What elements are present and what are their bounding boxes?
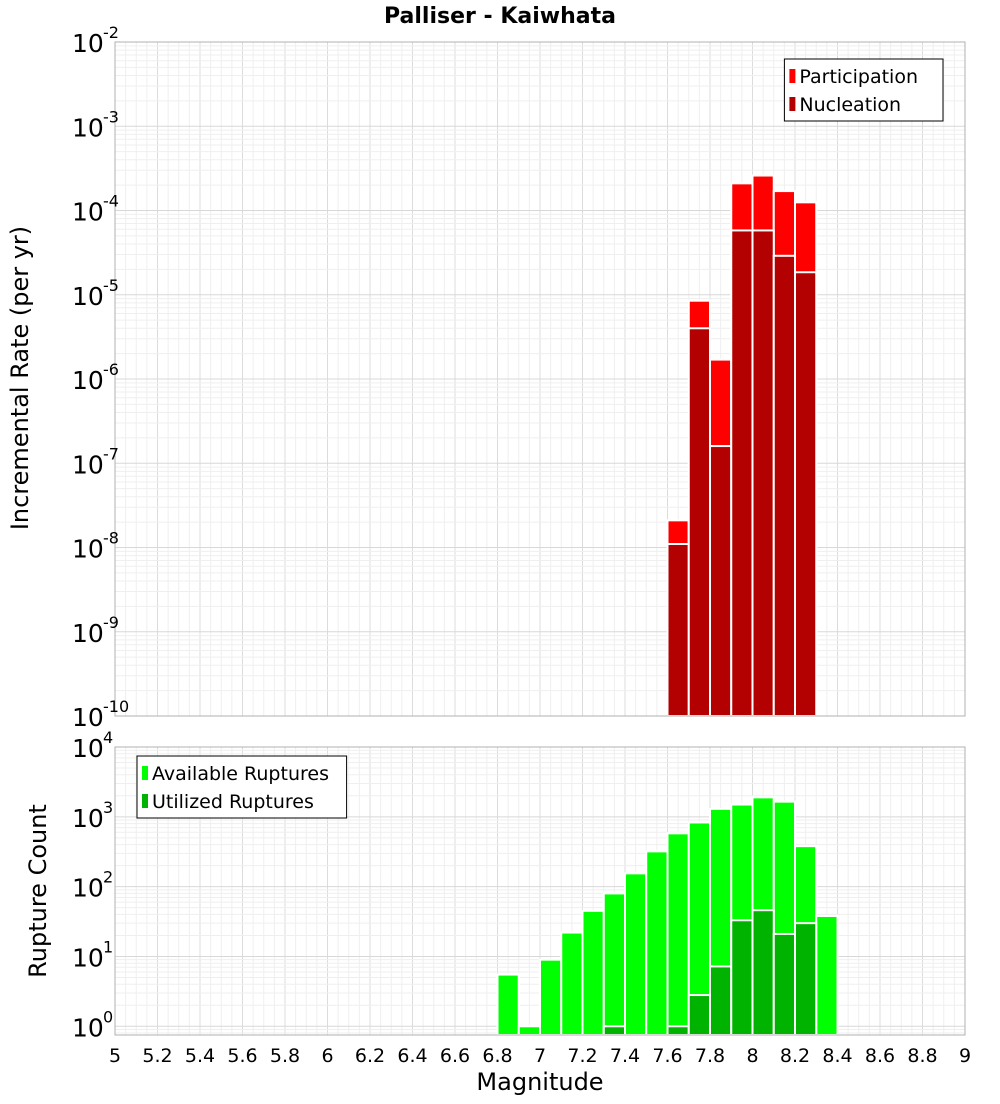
top-legend-swatch [789, 69, 796, 83]
top-legend-label: Participation [799, 66, 918, 88]
bottom-legend-label: Utilized Ruptures [152, 791, 314, 813]
bottom-y-tick-label: 10 [72, 804, 104, 833]
bottom-bar-utilized-ruptures [666, 1025, 690, 1036]
top-y-tick-label: 10 [72, 29, 104, 58]
top-y-tick-label: 10 [72, 703, 104, 732]
x-tick-label: 5.8 [270, 1045, 300, 1067]
bottom-bar-utilized-ruptures [751, 909, 775, 1037]
x-tick-label: 8 [746, 1045, 758, 1067]
top-bar-nucleation [709, 445, 733, 717]
bottom-bar-available-ruptures [496, 973, 520, 1036]
bottom-bar-available-ruptures [645, 850, 669, 1036]
x-tick-label: 8.2 [780, 1045, 810, 1067]
bottom-bar-utilized-ruptures [730, 919, 754, 1037]
bottom-bar-available-ruptures [581, 909, 605, 1037]
top-y-tick-exponent: -4 [103, 192, 119, 211]
top-bar-nucleation [794, 271, 818, 717]
top-legend-swatch [789, 97, 796, 111]
bottom-bar-available-ruptures [624, 872, 648, 1036]
bottom-bar-utilized-ruptures [794, 922, 818, 1037]
bottom-bar-available-ruptures [666, 832, 690, 1036]
x-tick-label: 6 [321, 1045, 333, 1067]
top-y-tick-exponent: -3 [103, 107, 119, 126]
bottom-bar-utilized-ruptures [709, 965, 733, 1036]
x-axis-label: Magnitude [476, 1068, 603, 1096]
bottom-y-tick-label: 10 [72, 1013, 104, 1042]
top-bar-nucleation [772, 254, 796, 717]
top-y-tick-exponent: -5 [103, 276, 119, 295]
bottom-legend-box [136, 755, 348, 819]
top-plot-frame [114, 41, 966, 717]
x-tick-label: 6.4 [397, 1045, 427, 1067]
x-tick-label: 5 [109, 1045, 121, 1067]
bottom-bar-utilized-ruptures [687, 994, 711, 1036]
top-bar-nucleation [687, 327, 711, 717]
bottom-bar-available-ruptures [539, 958, 563, 1036]
top-y-axis-label: Incremental Rate (per yr) [6, 226, 34, 530]
x-tick-label: 5.4 [185, 1045, 215, 1067]
bottom-y-tick-exponent: 4 [103, 728, 113, 747]
top-y-tick-label: 10 [72, 619, 104, 648]
bottom-y-tick-exponent: 0 [103, 1007, 113, 1026]
bottom-bar-utilized-ruptures [602, 1025, 626, 1036]
top-bar-nucleation [751, 229, 775, 718]
top-y-tick-exponent: -6 [103, 360, 119, 379]
top-y-tick-label: 10 [72, 198, 104, 227]
bottom-legend-swatch [142, 794, 148, 808]
bottom-legend-label: Available Ruptures [152, 763, 329, 785]
top-y-tick-label: 10 [72, 282, 104, 311]
x-tick-label: 6.2 [355, 1045, 385, 1067]
top-y-tick-exponent: -10 [103, 697, 129, 716]
x-tick-label: 8.4 [822, 1045, 852, 1067]
x-tick-label: 8.6 [865, 1045, 895, 1067]
x-tick-label: 6.6 [440, 1045, 470, 1067]
x-tick-label: 6.8 [482, 1045, 512, 1067]
bottom-bar-available-ruptures [560, 931, 584, 1037]
x-tick-label: 8.8 [907, 1045, 937, 1067]
bottom-y-tick-exponent: 1 [103, 937, 113, 956]
top-y-tick-label: 10 [72, 113, 104, 142]
bottom-y-axis-label: Rupture Count [24, 804, 52, 978]
x-tick-label: 5.2 [142, 1045, 172, 1067]
x-tick-label: 7.6 [652, 1045, 682, 1067]
bottom-bar-available-ruptures [602, 892, 626, 1036]
top-y-tick-exponent: -7 [103, 444, 119, 463]
bottom-y-tick-exponent: 2 [103, 868, 113, 887]
bottom-bar-available-ruptures [517, 1025, 541, 1036]
x-tick-label: 9 [959, 1045, 971, 1067]
x-tick-label: 7 [534, 1045, 546, 1067]
x-tick-label: 7.8 [695, 1045, 725, 1067]
top-y-tick-exponent: -9 [103, 613, 119, 632]
bottom-plot-frame [114, 746, 966, 1036]
chart-title: Palliser - Kaiwhata [384, 4, 616, 29]
top-y-tick-label: 10 [72, 450, 104, 479]
top-y-tick-label: 10 [72, 535, 104, 564]
x-tick-label: 7.4 [610, 1045, 640, 1067]
bottom-y-tick-label: 10 [72, 943, 104, 972]
x-tick-label: 5.6 [227, 1045, 257, 1067]
top-legend-label: Nucleation [799, 94, 901, 116]
bottom-bar-available-ruptures [815, 914, 839, 1036]
bottom-legend-swatch [142, 766, 148, 780]
top-y-tick-exponent: -8 [103, 529, 119, 548]
bottom-y-tick-exponent: 3 [103, 798, 113, 817]
bottom-bar-utilized-ruptures [772, 932, 796, 1037]
top-bar-nucleation [666, 543, 690, 718]
bottom-y-tick-label: 10 [72, 874, 104, 903]
top-legend-box [783, 58, 944, 122]
top-y-tick-exponent: -2 [103, 23, 119, 42]
top-bar-nucleation [730, 229, 754, 718]
top-y-tick-label: 10 [72, 366, 104, 395]
bottom-y-tick-label: 10 [72, 734, 104, 763]
x-tick-label: 7.2 [567, 1045, 597, 1067]
